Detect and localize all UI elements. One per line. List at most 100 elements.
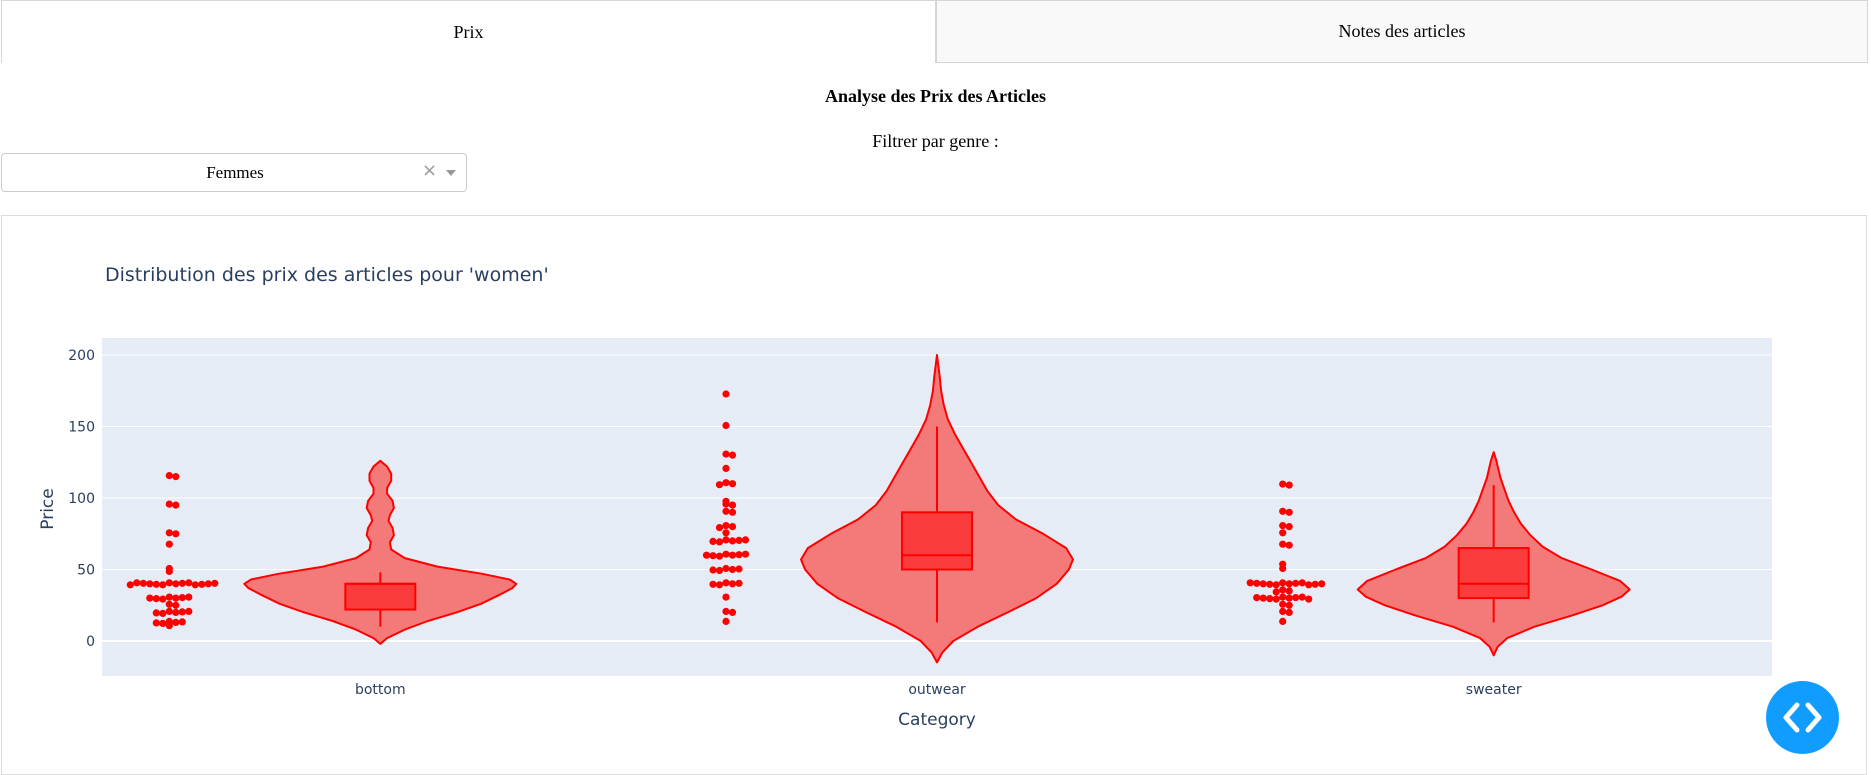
- code-toggle-button[interactable]: [1766, 681, 1839, 754]
- data-point: [1298, 579, 1306, 587]
- data-point: [1305, 595, 1313, 603]
- graph-container: 0 50 100 150 200 bottom outwear sweater Distri…: [1, 215, 1867, 775]
- data-point: [728, 523, 737, 531]
- data-point: [1285, 587, 1293, 595]
- data-point: [172, 580, 180, 588]
- clear-icon[interactable]: ×: [422, 160, 438, 181]
- data-point: [165, 529, 173, 537]
- data-point: [728, 480, 737, 488]
- data-point: [1285, 608, 1293, 616]
- data-point: [722, 500, 730, 508]
- data-point: [715, 581, 724, 589]
- data-point: [715, 481, 724, 489]
- box-sweater: [1457, 547, 1530, 600]
- data-point: [152, 619, 160, 627]
- data-point: [722, 390, 730, 398]
- data-point: [185, 593, 193, 601]
- data-point: [722, 593, 730, 601]
- data-point: [1259, 594, 1267, 602]
- data-point: [133, 579, 141, 587]
- data-point: [178, 579, 186, 587]
- data-point: [715, 566, 724, 575]
- data-point: [165, 622, 173, 630]
- data-point: [204, 580, 212, 588]
- data-point: [1285, 594, 1293, 602]
- y-tick-label: 150: [68, 420, 95, 436]
- x-tick-label: sweater: [1466, 682, 1522, 698]
- data-point: [728, 508, 737, 516]
- data-point: [139, 579, 147, 587]
- data-point: [198, 580, 206, 588]
- y-tick-label: 100: [68, 491, 95, 507]
- data-point: [178, 608, 186, 616]
- genre-dropdown[interactable]: Femmes ×: [1, 153, 467, 192]
- data-point: [728, 451, 737, 459]
- data-point: [722, 464, 730, 472]
- box-bottom: [344, 582, 417, 611]
- data-point: [165, 567, 173, 575]
- data-point: [722, 522, 730, 530]
- data-point: [735, 579, 743, 587]
- data-point: [165, 579, 173, 587]
- data-point: [172, 618, 180, 626]
- chevron-down-icon[interactable]: [446, 170, 456, 176]
- data-point: [728, 580, 737, 588]
- violin-layer: [243, 354, 1631, 664]
- data-point: [1279, 593, 1287, 601]
- tab-bar: Prix Notes des articles: [0, 0, 1871, 64]
- data-point: [1253, 594, 1261, 602]
- data-point: [1259, 580, 1267, 588]
- data-point: [722, 550, 730, 558]
- data-point: [709, 552, 717, 560]
- data-point: [1266, 595, 1274, 603]
- data-point: [152, 609, 160, 617]
- filter-label: Filtrer par genre :: [872, 131, 999, 151]
- data-point: [728, 565, 737, 574]
- data-point: [146, 580, 154, 588]
- data-point: [715, 552, 724, 560]
- data-point: [1279, 564, 1287, 573]
- data-point: [165, 593, 173, 601]
- y-tick-label: 50: [77, 563, 95, 579]
- violin-bottom: [243, 459, 518, 645]
- data-point: [741, 536, 750, 544]
- data-point: [722, 479, 730, 487]
- data-point: [152, 580, 160, 588]
- data-point: [728, 537, 737, 545]
- data-point: [172, 608, 180, 616]
- data-point: [735, 536, 743, 544]
- tab-prix[interactable]: Prix: [1, 0, 936, 63]
- data-point: [172, 501, 180, 509]
- data-point: [1292, 579, 1300, 587]
- data-point: [1285, 541, 1293, 549]
- data-point: [1272, 588, 1280, 596]
- data-point: [1298, 593, 1306, 601]
- data-point: [172, 530, 180, 538]
- data-point: [728, 501, 737, 509]
- data-point: [152, 595, 160, 603]
- data-point: [709, 537, 717, 545]
- data-point: [1285, 523, 1293, 531]
- point-layer: [126, 390, 1326, 630]
- data-point: [722, 536, 730, 544]
- price-violin-chart: 0 50 100 150 200 bottom outwear sweater Distri…: [38, 264, 1772, 730]
- data-point: [185, 579, 193, 587]
- data-point: [1305, 581, 1313, 589]
- data-point: [165, 472, 173, 480]
- data-point: [722, 607, 730, 615]
- data-point: [1285, 481, 1293, 489]
- data-point: [126, 581, 134, 589]
- data-point: [1279, 579, 1287, 587]
- data-point: [172, 601, 180, 609]
- data-point: [1285, 580, 1293, 588]
- x-tick-label: bottom: [355, 682, 406, 698]
- chart-title: Distribution des prix des articles pour …: [105, 264, 549, 286]
- data-point: [172, 473, 180, 481]
- data-point: [1311, 580, 1319, 588]
- data-point: [1279, 586, 1287, 594]
- x-axis-label: Category: [898, 710, 976, 730]
- y-tick-label: 0: [86, 634, 95, 650]
- code-icon: [1783, 702, 1822, 733]
- tab-notes-des-articles[interactable]: Notes des articles: [936, 0, 1868, 63]
- data-point: [165, 607, 173, 615]
